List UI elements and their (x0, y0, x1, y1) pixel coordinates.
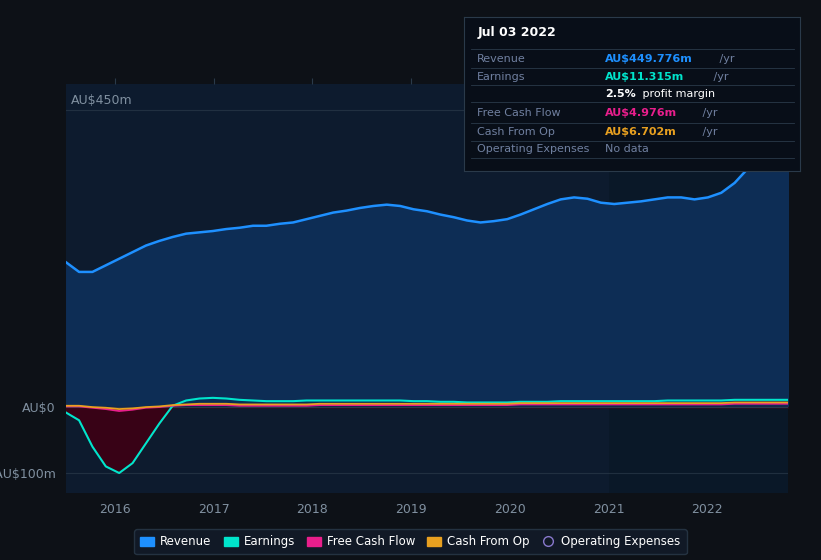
Text: Jul 03 2022: Jul 03 2022 (477, 26, 556, 39)
Text: AU$6.702m: AU$6.702m (605, 127, 677, 137)
Text: 2.5%: 2.5% (605, 89, 636, 99)
Bar (608, 84, 788, 493)
Text: /yr: /yr (709, 72, 728, 82)
Text: /yr: /yr (699, 108, 718, 118)
Text: No data: No data (605, 144, 649, 154)
Text: AU$11.315m: AU$11.315m (605, 72, 685, 82)
Text: Revenue: Revenue (477, 54, 526, 64)
Text: /yr: /yr (699, 127, 718, 137)
Text: profit margin: profit margin (639, 89, 715, 99)
Legend: Revenue, Earnings, Free Cash Flow, Cash From Op, Operating Expenses: Revenue, Earnings, Free Cash Flow, Cash … (135, 529, 686, 554)
Text: /yr: /yr (716, 54, 735, 64)
Text: AU$450m: AU$450m (71, 94, 132, 107)
Text: AU$4.976m: AU$4.976m (605, 108, 677, 118)
Text: Earnings: Earnings (477, 72, 525, 82)
Text: Free Cash Flow: Free Cash Flow (477, 108, 561, 118)
Text: AU$449.776m: AU$449.776m (605, 54, 693, 64)
Text: Cash From Op: Cash From Op (477, 127, 555, 137)
Text: Operating Expenses: Operating Expenses (477, 144, 589, 154)
